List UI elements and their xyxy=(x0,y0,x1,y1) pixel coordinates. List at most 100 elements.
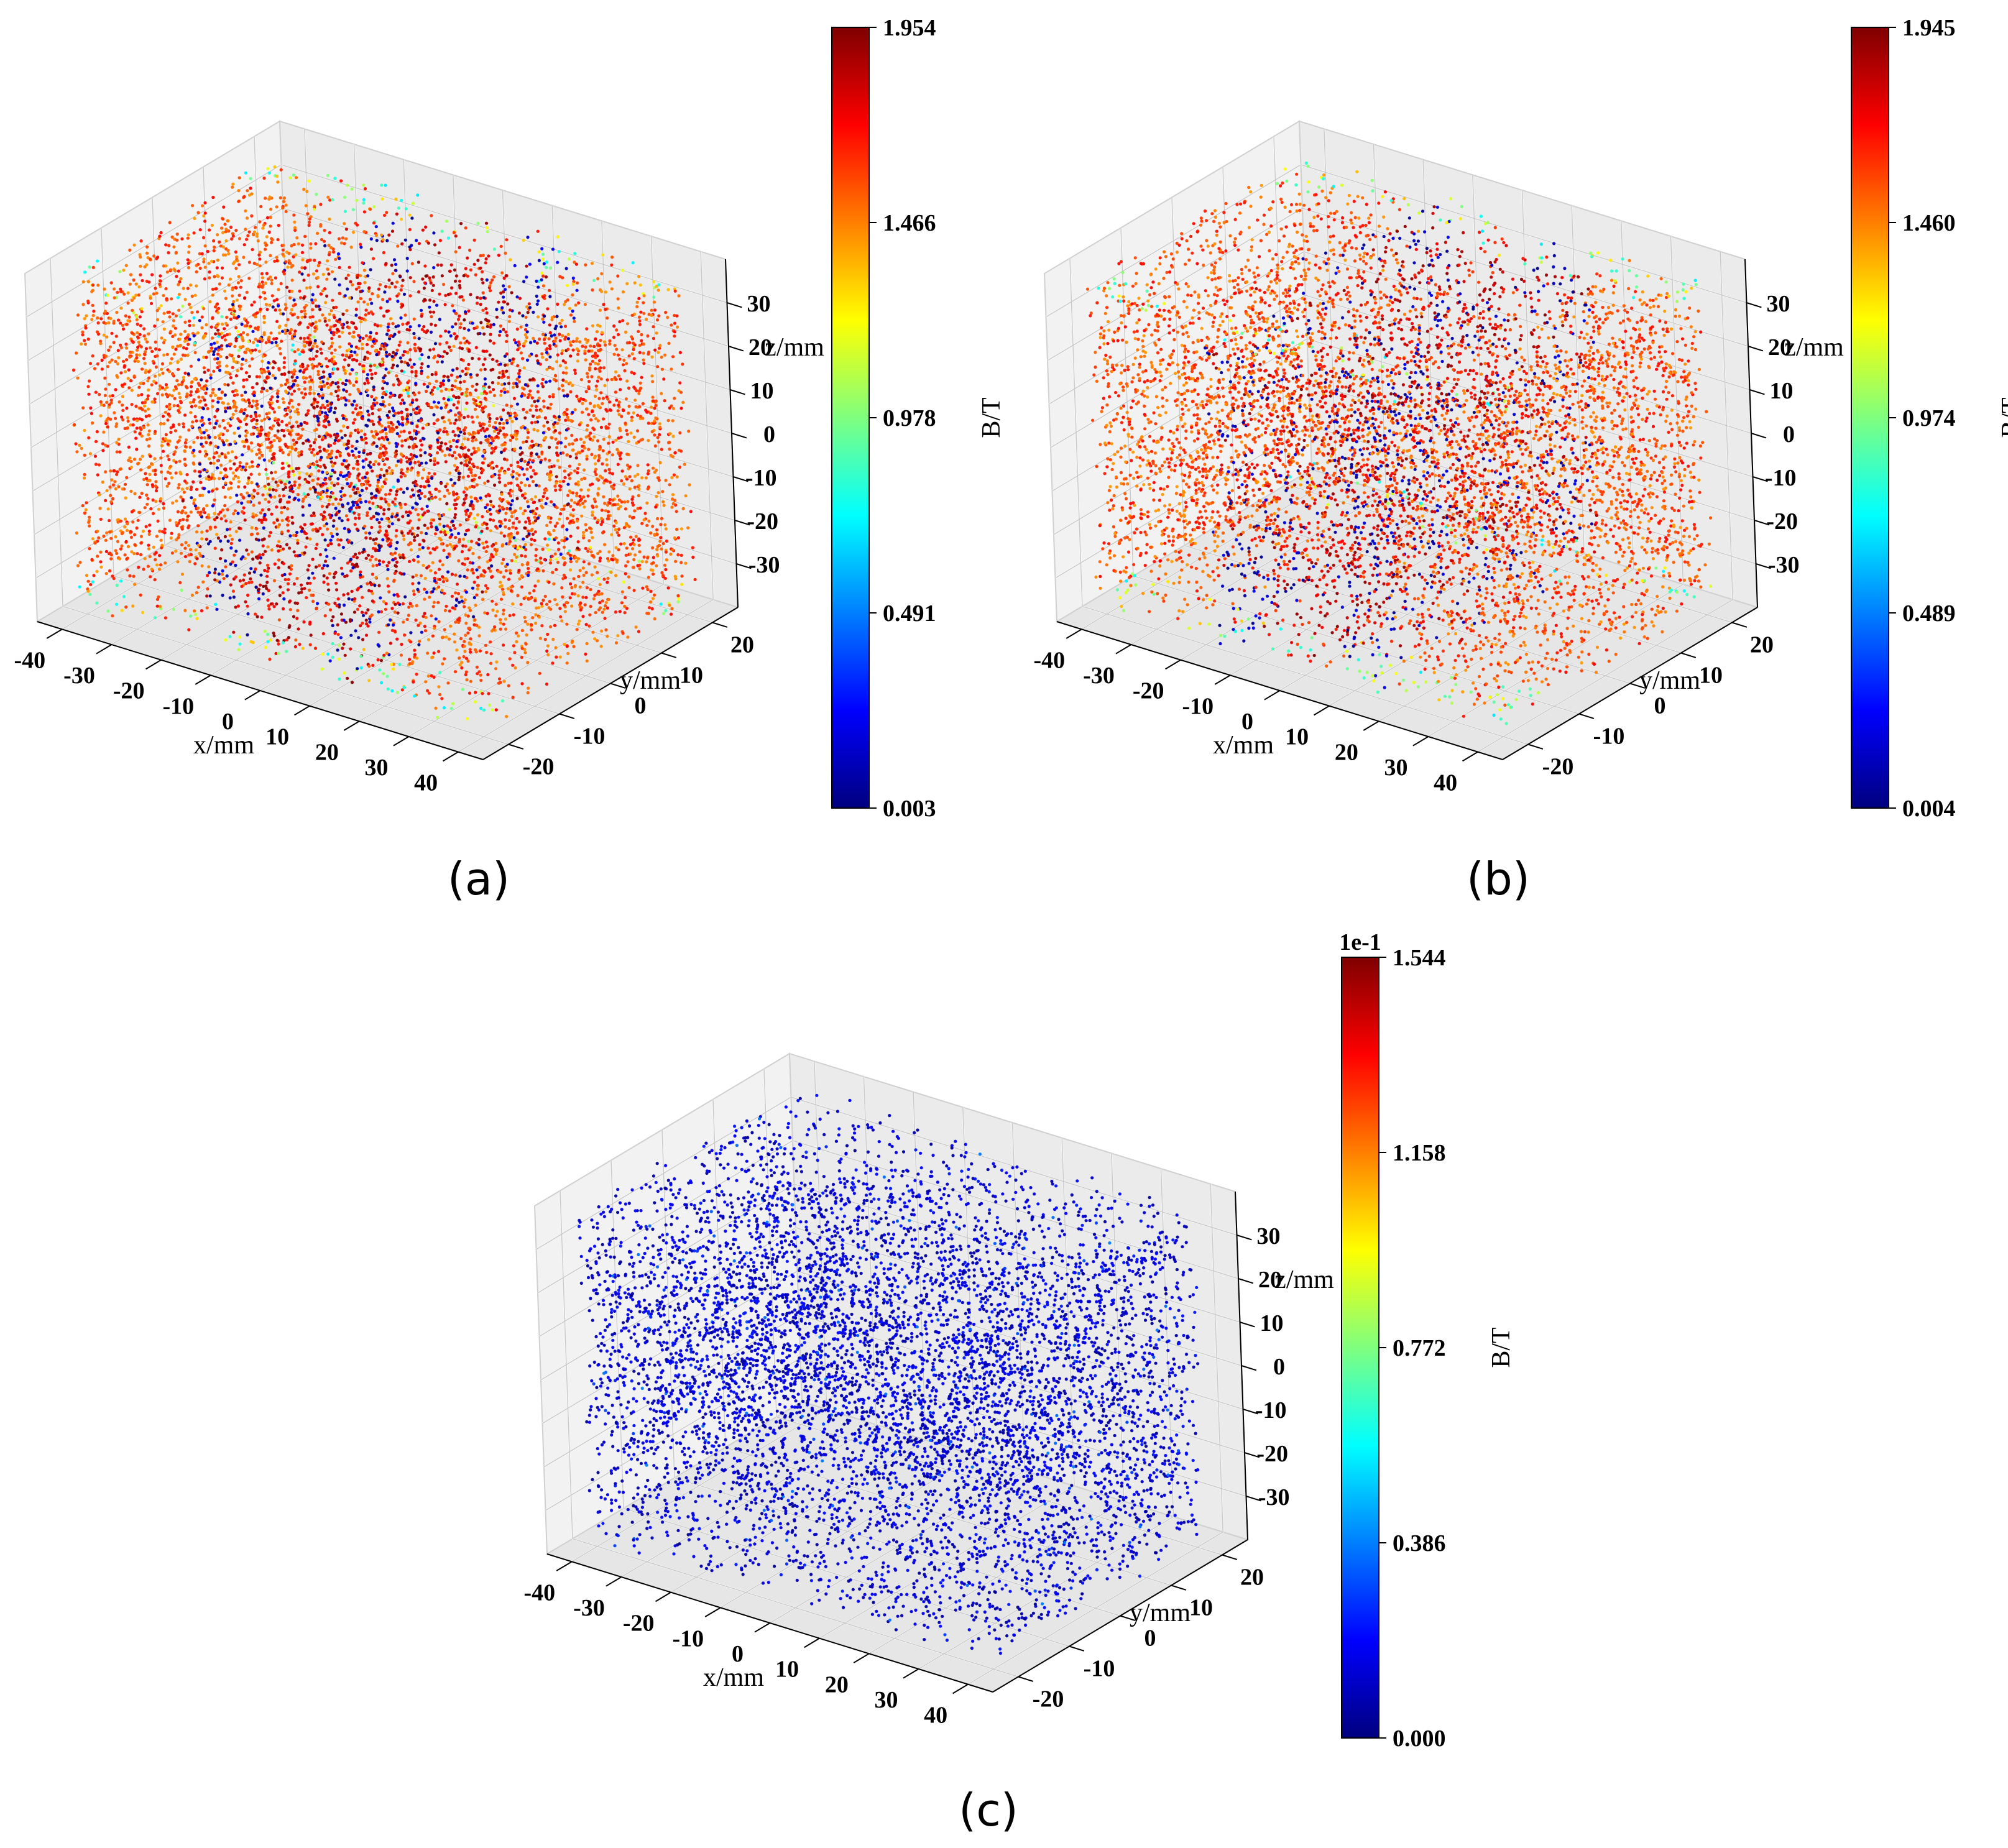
scatter-point xyxy=(576,483,581,487)
scatter-point xyxy=(212,352,216,357)
scatter-point xyxy=(633,398,637,402)
scatter-point xyxy=(250,480,254,485)
scatter-point xyxy=(610,263,614,267)
scatter-point xyxy=(119,519,122,523)
scatter-point xyxy=(308,333,311,337)
scatter-point xyxy=(220,315,224,319)
scatter-point xyxy=(255,375,259,379)
scatter-point xyxy=(247,447,251,451)
scatter-point xyxy=(352,610,357,614)
scatter-point xyxy=(371,572,375,576)
scatter-point xyxy=(236,417,240,421)
scatter-point xyxy=(237,349,241,352)
scatter-point xyxy=(400,468,403,472)
scatter-point xyxy=(105,489,109,492)
scatter-point xyxy=(650,607,654,611)
scatter-point xyxy=(140,418,144,421)
scatter-point xyxy=(437,489,441,493)
scatter-point xyxy=(615,347,619,351)
scatter-point xyxy=(203,244,207,248)
scatter-point xyxy=(556,561,560,564)
scatter-point xyxy=(462,274,466,278)
scatter-point xyxy=(133,430,137,434)
scatter-point xyxy=(429,522,433,525)
scatter-point xyxy=(525,633,528,637)
scatter-point xyxy=(499,393,503,397)
scatter-point xyxy=(220,390,224,394)
scatter-point xyxy=(293,601,297,605)
scatter-point xyxy=(490,599,494,603)
scatter-point xyxy=(679,553,683,558)
scatter-point xyxy=(440,360,444,364)
scatter-point xyxy=(91,265,95,269)
scatter-point xyxy=(544,502,548,505)
scatter-point xyxy=(458,326,463,329)
scatter-point xyxy=(595,330,599,334)
scatter-point xyxy=(287,577,290,582)
scatter-point xyxy=(336,434,339,438)
scatter-point xyxy=(583,603,587,607)
scatter-point xyxy=(472,615,476,618)
scatter-point xyxy=(483,390,487,393)
scatter-point xyxy=(210,489,214,493)
scatter-point xyxy=(422,468,426,472)
scatter-point xyxy=(642,311,646,315)
scatter-point xyxy=(264,282,268,285)
scatter-point xyxy=(353,523,357,526)
scatter-point xyxy=(153,616,157,620)
scatter-point xyxy=(451,520,454,523)
scatter-point xyxy=(302,340,306,344)
scatter-point xyxy=(347,463,351,467)
scatter-point xyxy=(142,327,146,331)
z-tick-label: 0 xyxy=(763,421,775,448)
scatter-point xyxy=(371,312,375,316)
scatter-point xyxy=(276,237,280,242)
scatter-point xyxy=(604,408,608,411)
scatter-point xyxy=(260,508,264,512)
scatter-point xyxy=(308,537,312,541)
scatter-point xyxy=(292,382,296,387)
scatter-point xyxy=(300,266,304,270)
scatter-point xyxy=(575,394,579,398)
scatter-point xyxy=(673,330,676,334)
scatter-point xyxy=(205,323,208,327)
scatter-point xyxy=(485,349,489,353)
scatter-point xyxy=(675,527,679,531)
scatter-point xyxy=(487,319,490,323)
scatter-point xyxy=(344,514,349,518)
scatter-point xyxy=(338,378,342,382)
scatter-point xyxy=(558,339,562,342)
scatter-point xyxy=(123,553,127,557)
scatter-point xyxy=(565,394,569,398)
scatter-point xyxy=(137,393,140,397)
scatter-point xyxy=(207,418,211,421)
scatter-point xyxy=(357,490,361,494)
scatter-point xyxy=(198,405,201,410)
scatter-point xyxy=(500,561,504,566)
scatter-point xyxy=(391,322,395,326)
scatter-point xyxy=(420,362,424,366)
scatter-point xyxy=(331,298,334,302)
scatter-point xyxy=(260,272,264,275)
scatter-point xyxy=(395,529,398,533)
scatter-point xyxy=(193,415,197,419)
scatter-point xyxy=(229,443,233,446)
scatter-point xyxy=(302,497,305,501)
scatter-point xyxy=(455,367,459,370)
scatter-point xyxy=(167,251,170,255)
scatter-point xyxy=(525,410,529,414)
scatter-point xyxy=(476,221,480,225)
scatter-point xyxy=(432,347,436,351)
scatter-point xyxy=(377,584,381,587)
scatter-point xyxy=(314,242,318,246)
scatter-point xyxy=(162,293,165,298)
scatter-point xyxy=(433,579,436,583)
scatter-point xyxy=(578,399,581,403)
scatter-point xyxy=(671,419,675,423)
scatter-point xyxy=(469,540,474,543)
scatter-point xyxy=(528,378,532,382)
scatter-point xyxy=(460,549,464,554)
scatter-point xyxy=(265,243,269,247)
scatter-point xyxy=(296,538,300,543)
scatter-point xyxy=(658,344,662,347)
